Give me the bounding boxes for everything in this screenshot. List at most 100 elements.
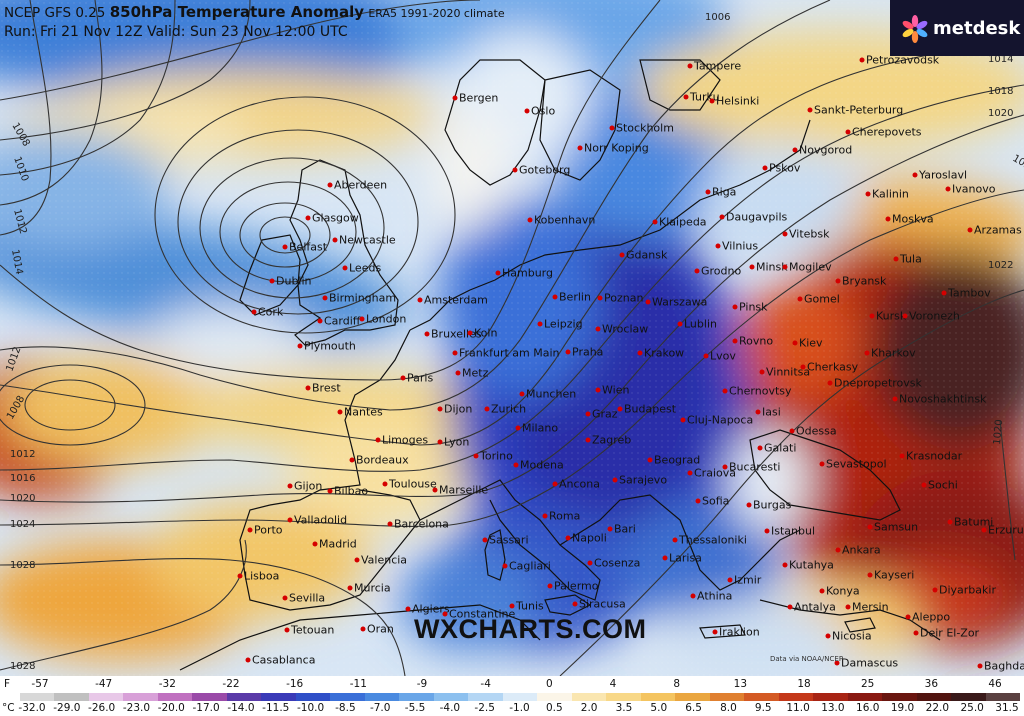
city-label: Novoshakhtinsk [899,392,987,406]
city-marker [375,437,381,443]
city-marker [572,601,578,607]
city-marker [322,295,328,301]
city-marker [405,606,411,612]
city-label: Budapest [624,402,677,416]
city-marker [819,588,825,594]
city-label: Munchen [526,387,577,401]
legend-swatch [778,693,814,701]
legend-swatch [537,693,572,701]
city-marker [782,264,788,270]
city-label: Valladolid [294,513,348,527]
city-marker [722,464,728,470]
city-marker [297,343,303,349]
svg-text:1020: 1020 [10,493,35,504]
city-marker [800,364,806,370]
city-label: Bergen [459,91,499,105]
legend-f-tick: -9 [416,678,428,690]
city-label: Vilnius [722,239,759,253]
legend-c-tick: -4.0 [439,702,461,714]
city-marker [732,338,738,344]
city-label: Dublin [276,274,312,288]
isobars [0,0,1024,676]
city-label: Kayseri [874,568,915,582]
legend-f-tick: 8 [673,678,680,690]
svg-text:1012: 1012 [10,449,35,460]
city-label: Hamburg [502,266,553,280]
legend-f-tick: -32 [158,678,176,690]
city-marker [652,219,658,225]
city-marker [612,477,618,483]
legend-c-tick: -20.0 [157,702,185,714]
city-marker [609,125,615,131]
city-label: Erzurum [988,523,1024,537]
city-marker [247,527,253,533]
city-label: Ancona [559,477,600,491]
city-marker [442,611,448,617]
city-label: Valencia [361,553,408,567]
city-marker [869,313,875,319]
city-marker [565,349,571,355]
city-marker [672,537,678,543]
wxcharts-watermark: WXCHARTS.COM [414,614,647,644]
city-marker [509,603,515,609]
coastlines [179,59,941,671]
city-label: Leipzig [544,317,583,331]
city-marker [945,186,951,192]
city-marker [547,583,553,589]
legend-f-tick: 46 [988,678,1002,690]
city-label: Pskov [769,161,801,175]
city-marker [941,290,947,296]
anomaly-field: 1008 1010 1012 1014 1012 1008 1012 1016 … [0,0,1024,676]
city-label: Tambov [948,286,991,300]
city-marker [245,657,251,663]
city-marker [705,189,711,195]
legend-swatch [433,693,469,701]
city-label: Nicosia [832,629,872,643]
legend-f-tick: -16 [286,678,304,690]
legend-c-tick: -23.0 [122,702,151,714]
city-label: Limoges [382,433,429,447]
city-label: Iraklion [719,625,760,639]
legend-c-tick: -7.0 [369,702,391,714]
city-marker [484,406,490,412]
city-label: Thessaloniki [679,533,747,547]
city-marker [819,461,825,467]
legend-swatch [951,693,986,701]
city-marker [284,627,290,633]
city-marker [703,353,709,359]
city-marker [867,572,873,578]
legend-swatch [468,693,503,701]
legend-swatch [571,693,607,701]
city-label: Arzamas [974,223,1022,237]
legend-f-tick: 13 [733,678,748,690]
city-marker [387,521,393,527]
city-label: Birmingham [329,291,397,305]
city-label: Casablanca [252,653,316,667]
svg-text:1006: 1006 [705,12,730,23]
legend-c-tick: 31.5 [995,702,1019,714]
city-marker [662,555,668,561]
legend-swatch [364,693,400,701]
legend-c-tick: -5.5 [404,702,426,714]
city-marker [607,526,613,532]
city-marker [502,563,508,569]
city-label: Deir El-Zor [920,626,980,640]
city-label: Cosenza [594,556,641,570]
city-label: Frankfurt am Main [459,346,560,360]
legend-c-tick: -8.5 [335,702,356,714]
legend-unit-f: F [4,678,11,690]
city-marker [749,264,755,270]
city-label: Marseille [439,483,489,497]
city-marker [746,502,752,508]
run-valid-line: Run: Fri 21 Nov 12Z Valid: Sun 23 Nov 12… [4,24,348,40]
city-marker [349,457,355,463]
city-label: Goteborg [519,163,571,177]
city-marker [719,214,725,220]
city-label: Amsterdam [424,293,488,307]
city-label: Sochi [928,478,958,492]
legend-f-tick: 18 [797,678,811,690]
city-marker [432,487,438,493]
city-marker [902,313,908,319]
city-marker [827,380,833,386]
legend-f-tick: 0 [545,678,553,690]
